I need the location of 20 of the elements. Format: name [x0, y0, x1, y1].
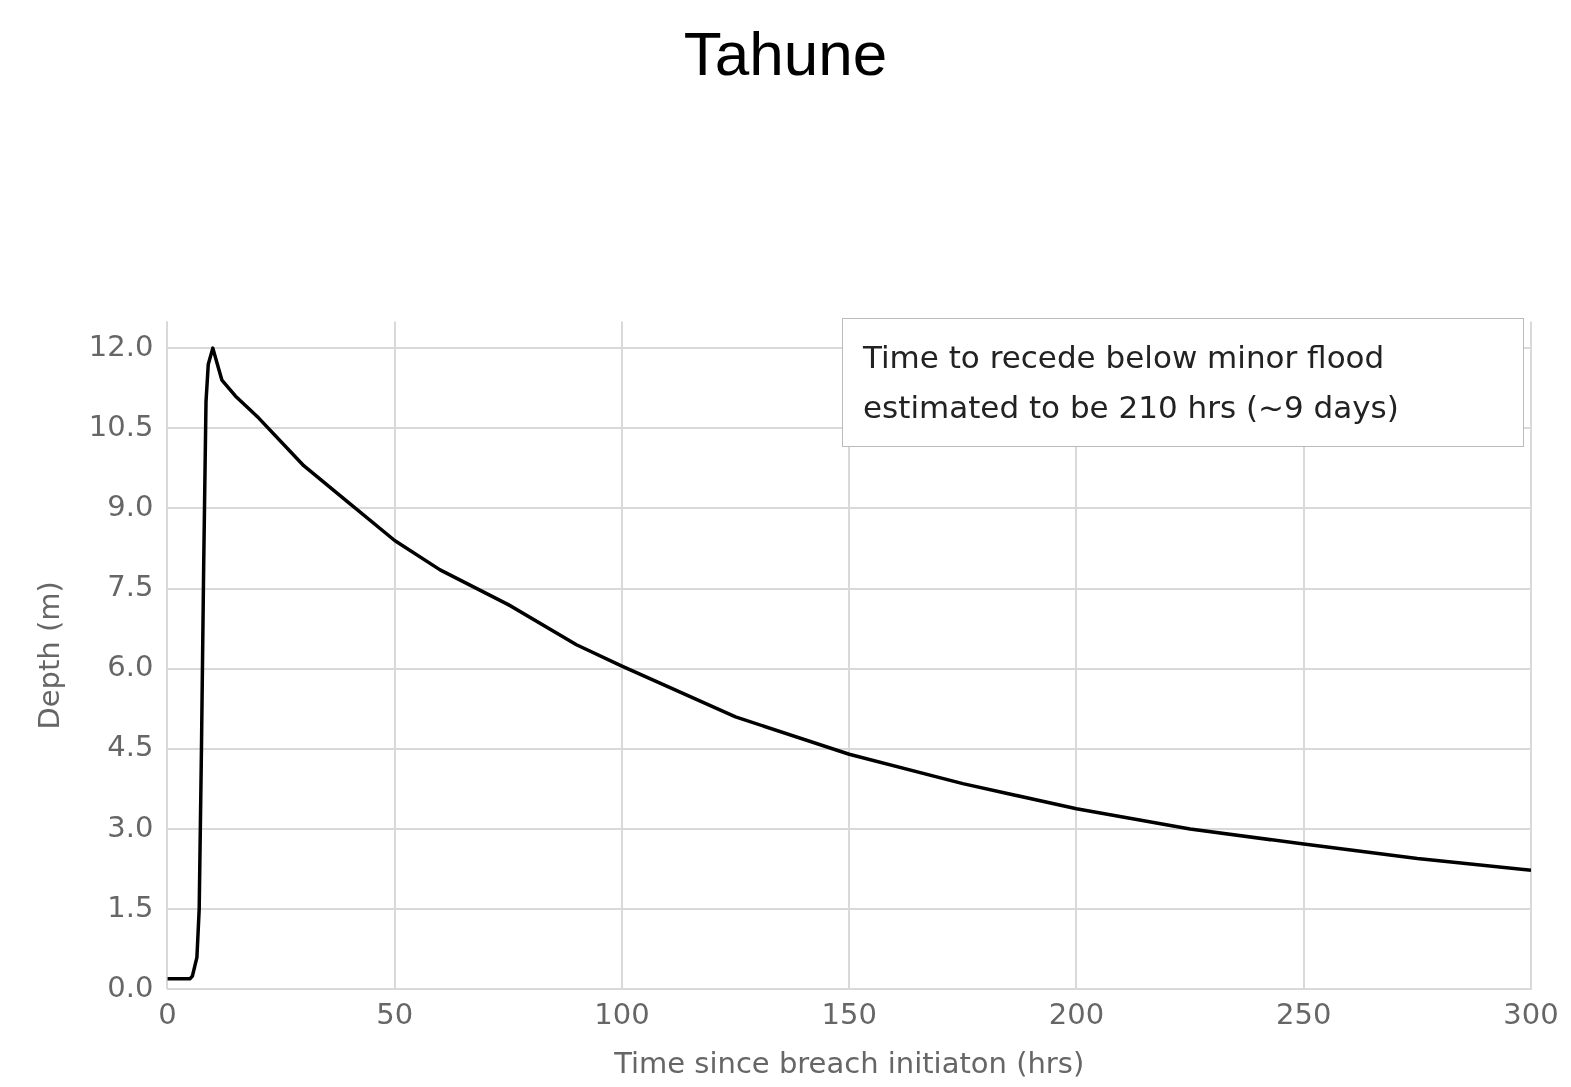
y-tick-label: 4.5 [107, 729, 154, 764]
y-tick-label: 7.5 [107, 569, 154, 604]
y-tick-label: 12.0 [88, 328, 154, 363]
y-tick-label: 9.0 [107, 488, 154, 523]
chart-title: Tahune [682, 18, 889, 89]
x-tick-label: 200 [1048, 997, 1105, 1032]
x-tick-label: 300 [1503, 997, 1559, 1032]
y-tick-label: 6.0 [107, 649, 154, 684]
y-tick-label: 10.5 [88, 408, 154, 443]
x-tick-label: 150 [821, 997, 877, 1032]
y-tick-label: 3.0 [107, 809, 154, 844]
y-tick-label: 1.5 [107, 889, 154, 924]
y-tick-label: 0.0 [107, 969, 154, 1004]
x-tick-label: 50 [376, 997, 414, 1032]
y-axis-title: Depth (m) [31, 581, 66, 730]
x-tick-label: 100 [594, 997, 650, 1032]
x-tick-label: 250 [1276, 997, 1332, 1032]
x-axis-title: Time since breach initiaton (hrs) [613, 1046, 1085, 1081]
x-tick-label: 0 [158, 997, 177, 1032]
text-box: Time to recede below minor flood estimated to be 210 hrs (~9 days) [842, 318, 1524, 448]
